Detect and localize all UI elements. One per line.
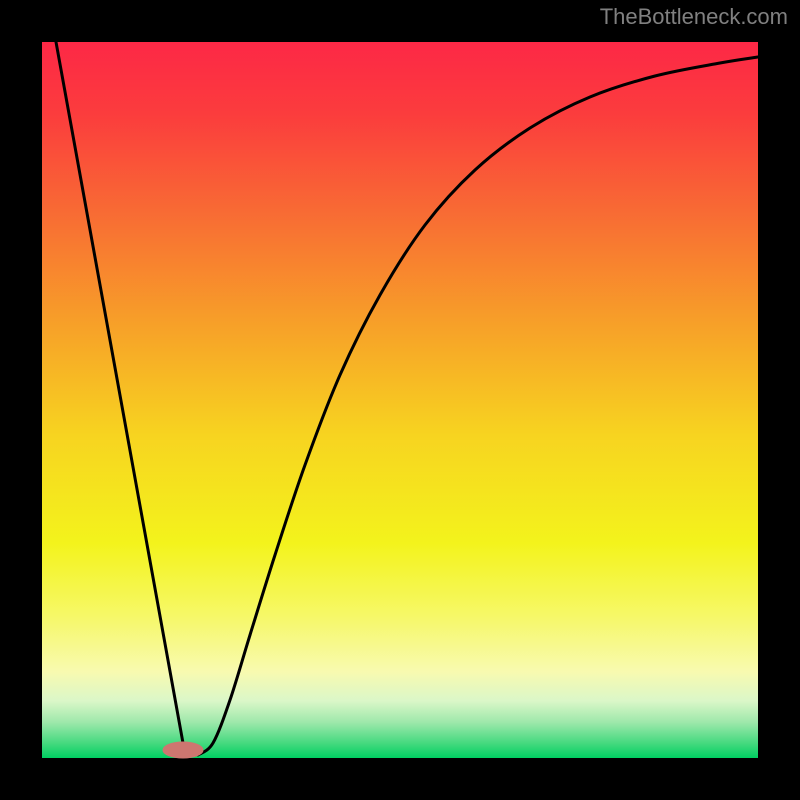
chart-container: TheBottleneck.com [0,0,800,800]
plot-background [42,42,758,758]
chart-svg [0,0,800,800]
watermark-text: TheBottleneck.com [600,4,788,30]
minimum-marker [163,742,203,758]
